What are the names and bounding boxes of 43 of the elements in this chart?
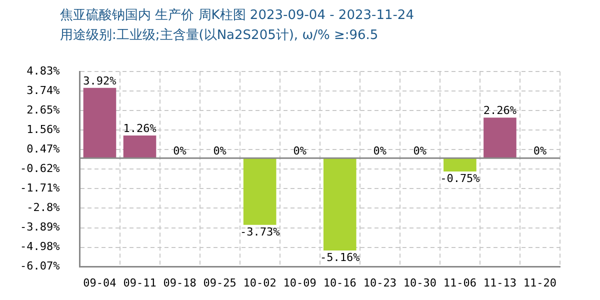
bar (243, 158, 276, 225)
data-label: -3.73% (240, 225, 280, 238)
x-tick-label: 09-04 (83, 276, 117, 290)
data-label: 0% (173, 144, 187, 158)
x-tick-label: 11-06 (443, 276, 477, 290)
y-tick-label: 3.74% (26, 84, 60, 97)
y-tick-label: 0.47% (26, 142, 60, 156)
x-tick-label: 10-09 (283, 276, 316, 290)
bar (123, 136, 156, 158)
data-label: 1.26% (123, 122, 157, 135)
data-label: 0% (293, 144, 307, 158)
bar (83, 88, 116, 158)
x-tick-label: 11-20 (523, 276, 557, 290)
data-label: -5.16% (320, 250, 360, 264)
data-label: 0% (373, 144, 387, 158)
x-tick-label: 09-11 (123, 276, 156, 290)
x-tick-label: 10-23 (363, 276, 396, 290)
x-tick-label: 09-25 (203, 276, 236, 290)
chart-subtitle: 用途级别:工业级;主含量(以Na2S205计), ω/% ≥:96.5 (60, 27, 378, 44)
chart-title: 焦亚硫酸钠国内 生产价 周K柱图 2023-09-04 - 2023-11-24 (60, 7, 414, 24)
data-label: 0% (413, 144, 427, 158)
x-tick-label: 11-13 (483, 276, 517, 290)
y-tick-label: -0.62% (20, 162, 60, 176)
bar (444, 158, 476, 172)
bar (484, 118, 516, 158)
data-label: 3.92% (83, 74, 117, 88)
data-label: 2.26% (483, 104, 517, 117)
data-label: 0% (213, 144, 227, 158)
x-tick-label: 09-18 (163, 276, 196, 290)
x-tick-label: 10-16 (323, 276, 356, 290)
x-tick-label: 10-30 (403, 276, 436, 290)
y-tick-label: -1.71% (20, 182, 60, 195)
data-label: 0% (533, 144, 547, 158)
y-tick-label: -2.8% (26, 201, 60, 214)
y-tick-label: 2.65% (26, 104, 60, 116)
y-tick-label: -4.98% (20, 240, 60, 254)
y-tick-label: 1.56% (26, 123, 60, 136)
y-tick-label: -6.07% (20, 260, 60, 273)
x-tick-label: 10-02 (243, 276, 276, 290)
data-label: -0.75% (440, 172, 480, 185)
bar (323, 158, 356, 251)
y-tick-label: -3.89% (20, 220, 60, 234)
y-tick-label: 4.83% (26, 64, 60, 78)
